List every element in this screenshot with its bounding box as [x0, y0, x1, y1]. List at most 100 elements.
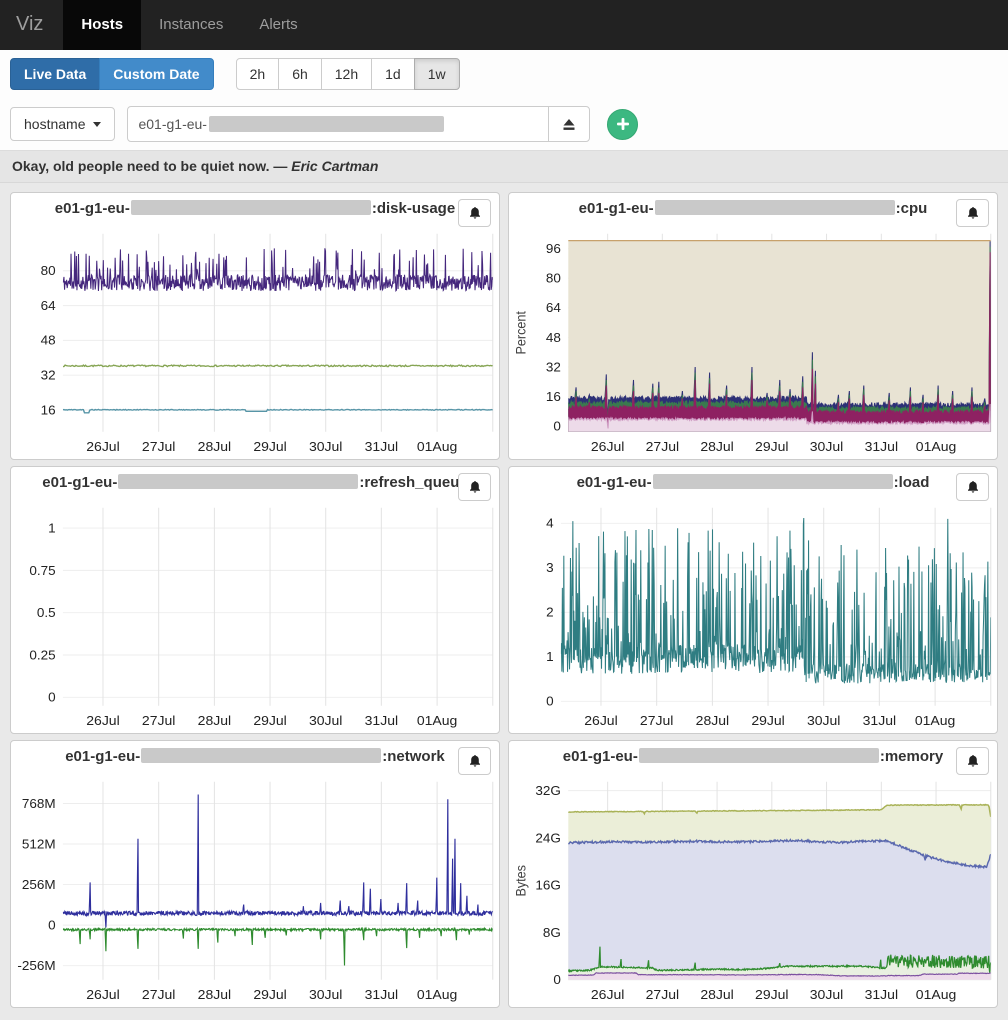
- alert-bell-button[interactable]: [458, 473, 491, 501]
- svg-text:Percent: Percent: [513, 311, 528, 355]
- svg-text:Bytes: Bytes: [513, 865, 528, 897]
- svg-text:4: 4: [546, 516, 554, 530]
- bell-icon: [966, 206, 980, 220]
- svg-text:3: 3: [546, 561, 554, 575]
- svg-text:01Aug: 01Aug: [916, 988, 956, 1002]
- range-button-group: 2h 6h 12h 1d 1w: [236, 58, 460, 90]
- chart-canvas: 10.750.50.25026Jul27Jul28Jul29Jul30Jul31…: [11, 501, 499, 731]
- svg-text:0: 0: [48, 690, 56, 704]
- bell-icon: [468, 480, 482, 494]
- chart-panel-network: e01-g1-eu-:network 768M512M256M0-256M26J…: [10, 740, 500, 1008]
- add-graph-button[interactable]: [607, 109, 638, 140]
- svg-text:26Jul: 26Jul: [86, 988, 119, 1002]
- svg-text:768M: 768M: [22, 796, 56, 810]
- toolbar: Live Data Custom Date 2h 6h 12h 1d 1w: [0, 50, 1008, 98]
- svg-text:31Jul: 31Jul: [865, 988, 898, 1002]
- filter-bar: hostname e01-g1-eu-: [0, 98, 1008, 150]
- custom-date-button[interactable]: Custom Date: [99, 58, 213, 90]
- svg-text:32G: 32G: [535, 783, 560, 797]
- svg-text:27Jul: 27Jul: [646, 988, 679, 1002]
- eject-icon: [562, 118, 576, 131]
- svg-text:30Jul: 30Jul: [807, 714, 840, 728]
- chart-canvas: 806448321626Jul27Jul28Jul29Jul30Jul31Jul…: [11, 227, 499, 457]
- redacted-hostname: [209, 116, 444, 132]
- svg-text:31Jul: 31Jul: [863, 714, 896, 728]
- tab-hosts[interactable]: Hosts: [63, 0, 141, 50]
- svg-text:0: 0: [546, 694, 554, 708]
- app-brand[interactable]: Viz: [0, 0, 63, 50]
- svg-text:64: 64: [41, 298, 56, 312]
- host-search-value: e01-g1-eu-: [138, 116, 207, 132]
- quote-text: Okay, old people need to be quiet now. —: [12, 158, 287, 174]
- svg-text:31Jul: 31Jul: [365, 988, 398, 1002]
- alert-bell-button[interactable]: [458, 199, 491, 227]
- svg-text:29Jul: 29Jul: [755, 440, 788, 454]
- svg-text:1: 1: [546, 650, 554, 664]
- svg-text:01Aug: 01Aug: [417, 714, 457, 728]
- svg-text:28Jul: 28Jul: [696, 714, 729, 728]
- svg-text:16G: 16G: [535, 878, 560, 892]
- live-data-button[interactable]: Live Data: [10, 58, 100, 90]
- svg-text:29Jul: 29Jul: [253, 440, 286, 454]
- clear-upload-button[interactable]: [548, 106, 590, 142]
- redacted-hostname: [118, 474, 358, 489]
- svg-text:26Jul: 26Jul: [591, 440, 624, 454]
- chart-header: e01-g1-eu-:memory: [509, 748, 997, 775]
- svg-text:80: 80: [546, 271, 561, 285]
- svg-text:0.75: 0.75: [29, 563, 55, 577]
- redacted-hostname: [655, 200, 895, 215]
- field-selector-dropdown[interactable]: hostname: [10, 107, 115, 141]
- host-search-input[interactable]: e01-g1-eu-: [127, 106, 549, 142]
- alert-bell-button[interactable]: [956, 747, 989, 775]
- svg-text:26Jul: 26Jul: [86, 714, 119, 728]
- range-1w-button[interactable]: 1w: [414, 58, 460, 90]
- chart-canvas: 768M512M256M0-256M26Jul27Jul28Jul29Jul30…: [11, 775, 499, 1005]
- range-2h-button[interactable]: 2h: [236, 58, 280, 90]
- svg-text:96: 96: [546, 241, 561, 255]
- bell-icon: [966, 480, 980, 494]
- svg-text:1: 1: [48, 521, 56, 535]
- chart-header: e01-g1-eu-:refresh_queue: [11, 474, 499, 501]
- svg-text:28Jul: 28Jul: [700, 440, 733, 454]
- mode-button-group: Live Data Custom Date: [10, 58, 214, 90]
- svg-text:27Jul: 27Jul: [646, 440, 679, 454]
- svg-text:-256M: -256M: [17, 958, 55, 972]
- bell-icon: [468, 206, 482, 220]
- range-12h-button[interactable]: 12h: [321, 58, 372, 90]
- svg-text:2: 2: [546, 605, 554, 619]
- chart-header: e01-g1-eu-:disk-usage: [11, 200, 499, 227]
- svg-text:28Jul: 28Jul: [198, 988, 231, 1002]
- top-navbar: Viz Hosts Instances Alerts: [0, 0, 1008, 50]
- chart-header: e01-g1-eu-:load: [509, 474, 997, 501]
- charts-grid: e01-g1-eu-:disk-usage 806448321626Jul27J…: [0, 183, 1008, 1020]
- svg-text:30Jul: 30Jul: [309, 988, 342, 1002]
- alert-bell-button[interactable]: [956, 199, 989, 227]
- svg-text:48: 48: [546, 330, 561, 344]
- alert-bell-button[interactable]: [956, 473, 989, 501]
- svg-text:30Jul: 30Jul: [810, 440, 843, 454]
- chart-title: e01-g1-eu-:memory: [563, 748, 943, 765]
- bell-icon: [468, 754, 482, 768]
- chart-panel-refresh-queue: e01-g1-eu-:refresh_queue 10.750.50.25026…: [10, 466, 500, 734]
- svg-text:26Jul: 26Jul: [584, 714, 617, 728]
- range-1d-button[interactable]: 1d: [371, 58, 415, 90]
- svg-text:27Jul: 27Jul: [142, 440, 175, 454]
- redacted-hostname: [653, 474, 893, 489]
- chart-canvas: 32G24G16G8G026Jul27Jul28Jul29Jul30Jul31J…: [509, 775, 997, 1005]
- quote-author: Eric Cartman: [291, 158, 378, 174]
- tab-instances[interactable]: Instances: [141, 0, 241, 50]
- alert-bell-button[interactable]: [458, 747, 491, 775]
- chart-header: e01-g1-eu-:cpu: [509, 200, 997, 227]
- chart-canvas: 968064483216026Jul27Jul28Jul29Jul30Jul31…: [509, 227, 997, 457]
- svg-text:0: 0: [553, 973, 561, 987]
- tab-alerts[interactable]: Alerts: [241, 0, 315, 50]
- svg-text:28Jul: 28Jul: [700, 988, 733, 1002]
- svg-text:256M: 256M: [22, 877, 56, 891]
- chart-title: e01-g1-eu-:disk-usage: [55, 200, 455, 217]
- range-6h-button[interactable]: 6h: [278, 58, 322, 90]
- svg-text:29Jul: 29Jul: [755, 988, 788, 1002]
- svg-text:27Jul: 27Jul: [142, 714, 175, 728]
- svg-text:26Jul: 26Jul: [591, 988, 624, 1002]
- svg-text:31Jul: 31Jul: [365, 714, 398, 728]
- svg-text:0.25: 0.25: [29, 648, 55, 662]
